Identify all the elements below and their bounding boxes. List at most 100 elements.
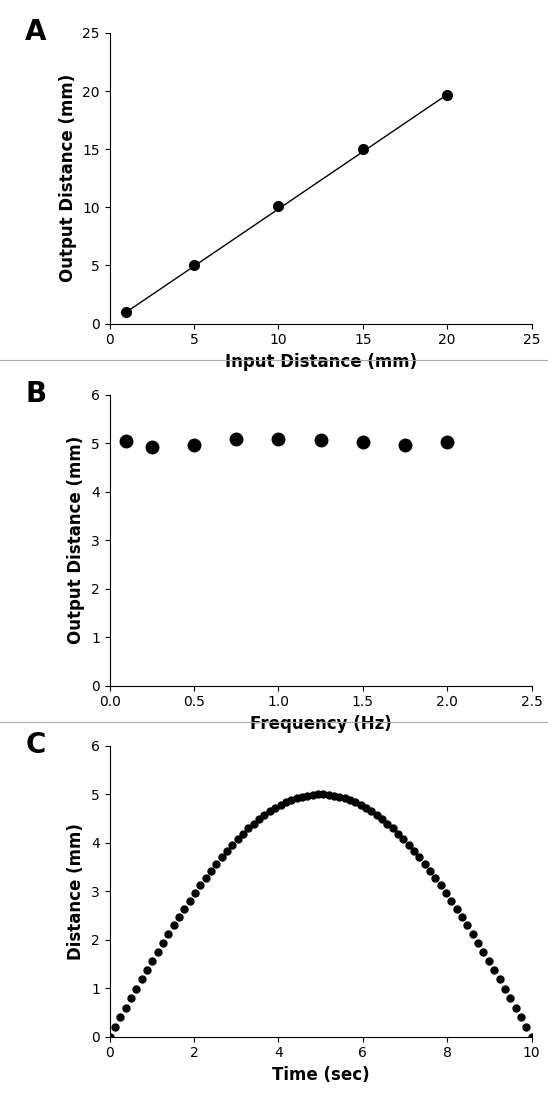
Point	[218, 848, 226, 866]
Point	[420, 855, 429, 872]
Point	[158, 934, 167, 951]
Point	[169, 917, 178, 935]
Point	[474, 934, 483, 951]
Point	[356, 796, 365, 814]
Point	[147, 439, 156, 456]
Point	[121, 999, 130, 1017]
Point	[358, 433, 367, 451]
Point	[180, 900, 189, 917]
Point	[274, 430, 283, 448]
Point	[239, 825, 248, 842]
Point	[378, 811, 386, 828]
Point	[517, 1008, 526, 1026]
Point	[191, 884, 199, 902]
Point	[201, 869, 210, 886]
Point	[399, 830, 408, 848]
Point	[287, 791, 295, 808]
Point	[335, 788, 344, 805]
Point	[190, 436, 198, 453]
Point	[175, 908, 184, 926]
Point	[233, 830, 242, 848]
Point	[362, 800, 370, 817]
Point	[506, 989, 515, 1007]
Point	[458, 908, 466, 926]
Point	[351, 794, 359, 812]
Point	[185, 892, 194, 909]
Point	[511, 999, 520, 1017]
Y-axis label: Output Distance (mm): Output Distance (mm)	[59, 75, 77, 282]
Point	[228, 836, 237, 853]
Point	[367, 803, 376, 821]
Point	[222, 842, 231, 860]
Point	[276, 796, 285, 814]
Point	[232, 431, 241, 449]
Point	[122, 432, 131, 450]
Point	[329, 787, 338, 804]
Point	[153, 943, 162, 961]
Point	[415, 848, 424, 866]
Point	[436, 877, 445, 894]
Point	[469, 925, 477, 942]
Point	[316, 431, 325, 449]
Point	[164, 925, 173, 942]
Point	[196, 877, 205, 894]
Point	[127, 989, 135, 1007]
Point	[122, 303, 131, 320]
X-axis label: Time (sec): Time (sec)	[272, 1066, 369, 1084]
Point	[207, 862, 215, 880]
Point	[132, 980, 141, 997]
Point	[372, 806, 381, 824]
Point	[142, 961, 151, 979]
Point	[463, 917, 472, 935]
Point	[431, 869, 440, 886]
Point	[265, 803, 274, 821]
Point	[260, 806, 269, 824]
Point	[401, 436, 409, 453]
Point	[190, 257, 198, 274]
X-axis label: Input Distance (mm): Input Distance (mm)	[225, 353, 416, 371]
Point	[393, 825, 402, 842]
Y-axis label: Distance (mm): Distance (mm)	[67, 823, 85, 960]
Point	[442, 884, 450, 902]
Point	[410, 842, 419, 860]
Point	[426, 862, 435, 880]
Point	[324, 787, 333, 804]
Point	[490, 961, 499, 979]
Point	[303, 787, 312, 804]
Point	[249, 815, 258, 833]
Point	[105, 1028, 114, 1045]
Point	[298, 788, 306, 805]
Y-axis label: Output Distance (mm): Output Distance (mm)	[67, 437, 85, 644]
Point	[255, 811, 264, 828]
Point	[453, 900, 461, 917]
Point	[443, 433, 452, 451]
Point	[522, 1018, 530, 1036]
Point	[111, 1018, 119, 1036]
Point	[495, 971, 504, 988]
Point	[308, 787, 317, 804]
Point	[282, 794, 290, 812]
X-axis label: Frequency (Hz): Frequency (Hz)	[250, 715, 391, 733]
Point	[389, 819, 397, 837]
Point	[358, 140, 367, 158]
Point	[319, 785, 328, 803]
Point	[137, 971, 146, 988]
Point	[447, 892, 456, 909]
Point	[383, 815, 392, 833]
Text: B: B	[25, 381, 47, 408]
Point	[116, 1008, 124, 1026]
Point	[346, 791, 355, 808]
Point	[479, 943, 488, 961]
Point	[313, 785, 322, 803]
Point	[212, 855, 221, 872]
Point	[148, 952, 157, 970]
Point	[244, 819, 253, 837]
Point	[443, 86, 452, 103]
Point	[527, 1028, 536, 1045]
Point	[340, 790, 349, 807]
Point	[292, 790, 301, 807]
Point	[484, 952, 493, 970]
Point	[271, 800, 279, 817]
Text: A: A	[25, 19, 47, 46]
Point	[274, 197, 283, 215]
